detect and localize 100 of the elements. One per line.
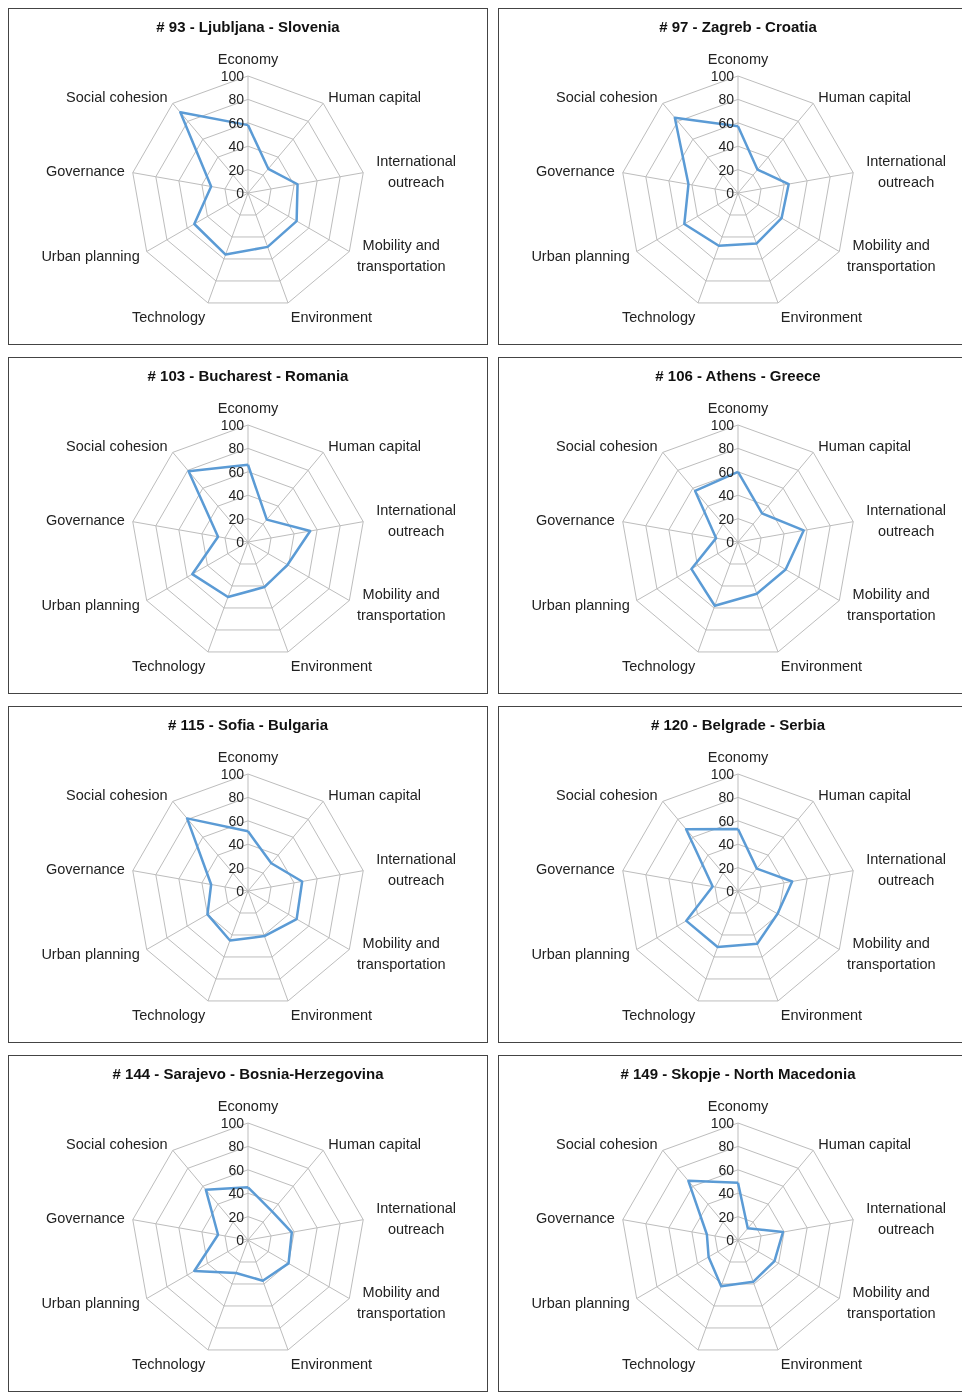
spoke-label: International outreach — [376, 850, 457, 888]
y-tick-label: 80 — [228, 1138, 245, 1155]
y-tick-label: 0 — [726, 1232, 735, 1248]
spoke-label: Governance — [535, 861, 615, 878]
y-tick-label: 80 — [718, 91, 735, 108]
spoke-label: Governance — [535, 163, 615, 180]
y-tick-label: 20 — [228, 161, 245, 178]
y-tick-label: 40 — [228, 138, 245, 155]
spoke-label: Human capital — [818, 438, 912, 455]
y-tick-label: 40 — [228, 1185, 245, 1202]
spoke-label: Human capital — [328, 438, 422, 455]
y-tick-label: 100 — [220, 68, 245, 84]
y-tick-label: 0 — [236, 1232, 245, 1248]
spoke-label: Human capital — [818, 1136, 912, 1153]
chart-title: # 149 - Skopje - North Macedonia — [620, 1065, 857, 1082]
y-tick-label: 80 — [228, 91, 245, 108]
spoke-label: Environment — [290, 658, 373, 675]
y-tick-label: 60 — [718, 1161, 735, 1178]
y-tick-label: 0 — [726, 185, 735, 201]
spoke-label: Environment — [290, 1007, 373, 1024]
spoke-label: Mobility and transportation — [356, 935, 446, 972]
y-tick-label: 40 — [718, 836, 735, 853]
chart-title: # 144 - Sarajevo - Bosnia-Herzegovina — [112, 1065, 385, 1082]
chart-title: # 115 - Sofia - Bulgaria — [167, 716, 329, 733]
chart-title: # 120 - Belgrade - Serbia — [650, 716, 826, 733]
spoke-label: Social cohesion — [66, 438, 168, 455]
y-tick-label: 40 — [718, 487, 735, 504]
spoke-label: Mobility and transportation — [356, 1284, 446, 1321]
y-tick-label: 100 — [710, 68, 735, 84]
spoke-label: Economy — [217, 400, 279, 416]
spoke-label: Environment — [780, 658, 863, 675]
spoke-label: Human capital — [328, 89, 422, 106]
spoke-label: Environment — [290, 1356, 373, 1373]
y-tick-label: 20 — [228, 510, 245, 527]
y-tick-label: 100 — [710, 1115, 735, 1131]
chart-title: # 103 - Bucharest - Romania — [147, 367, 350, 384]
y-tick-label: 40 — [718, 1185, 735, 1202]
y-tick-label: 60 — [228, 463, 245, 480]
chart-title: # 97 - Zagreb - Croatia — [659, 18, 818, 35]
spoke-label: Governance — [45, 861, 125, 878]
spoke-label: International outreach — [376, 1199, 457, 1237]
spoke-label: Governance — [45, 1210, 125, 1227]
y-tick-label: 60 — [228, 1161, 245, 1178]
spoke-label: Social cohesion — [556, 438, 658, 455]
spoke-label: Human capital — [818, 787, 912, 804]
y-tick-label: 100 — [710, 766, 735, 782]
spoke-label: Mobility and transportation — [356, 586, 446, 623]
y-tick-label: 100 — [710, 417, 735, 433]
spoke-label: Social cohesion — [556, 89, 658, 106]
spoke-label: Technology — [621, 1356, 696, 1373]
spoke-label: Urban planning — [41, 247, 140, 264]
spoke-label: International outreach — [376, 152, 457, 190]
spoke-label: Economy — [707, 51, 769, 67]
y-tick-label: 40 — [228, 487, 245, 504]
spoke-label: Technology — [131, 1356, 206, 1373]
spoke-label: Economy — [707, 400, 769, 416]
spoke-label: Governance — [45, 512, 125, 529]
spoke-label: Urban planning — [531, 945, 630, 962]
spoke-label: International outreach — [866, 501, 947, 539]
y-tick-label: 20 — [228, 1208, 245, 1225]
spoke-label: Environment — [780, 1356, 863, 1373]
y-tick-label: 80 — [718, 789, 735, 806]
spoke-label: Social cohesion — [556, 1136, 658, 1153]
spoke-label: Mobility and transportation — [846, 1284, 936, 1321]
spoke-label: Urban planning — [531, 247, 630, 264]
spoke-label: Mobility and transportation — [356, 237, 446, 274]
spoke-label: Mobility and transportation — [846, 586, 936, 623]
spoke-label: Governance — [535, 512, 615, 529]
y-tick-label: 20 — [718, 510, 735, 527]
spoke-label: Urban planning — [531, 1294, 630, 1311]
spoke-label: Environment — [780, 309, 863, 326]
spoke-label: Technology — [621, 1007, 696, 1024]
y-tick-label: 100 — [220, 417, 245, 433]
spoke-label: Environment — [290, 309, 373, 326]
spoke-label: Technology — [131, 1007, 206, 1024]
spoke-label: International outreach — [866, 1199, 947, 1237]
spoke-label: Social cohesion — [66, 787, 168, 804]
spoke-label: Social cohesion — [66, 1136, 168, 1153]
y-tick-label: 60 — [718, 463, 735, 480]
spoke-label: Social cohesion — [66, 89, 168, 106]
y-tick-label: 0 — [236, 534, 245, 550]
spoke-label: Economy — [707, 749, 769, 765]
chart-title: # 93 - Ljubljana - Slovenia — [156, 18, 341, 35]
spoke-label: Human capital — [818, 89, 912, 106]
spoke-label: Mobility and transportation — [846, 237, 936, 274]
chart-title: # 106 - Athens - Greece — [655, 367, 821, 384]
y-tick-label: 0 — [236, 185, 245, 201]
spoke-label: Mobility and transportation — [846, 935, 936, 972]
y-tick-label: 80 — [228, 789, 245, 806]
y-tick-label: 100 — [220, 1115, 245, 1131]
spoke-label: Technology — [621, 309, 696, 326]
spoke-label: Technology — [131, 658, 206, 675]
spoke-label: Environment — [780, 1007, 863, 1024]
spoke-label: Technology — [621, 658, 696, 675]
spoke-label: Governance — [45, 163, 125, 180]
y-tick-label: 20 — [718, 161, 735, 178]
y-tick-label: 0 — [726, 883, 735, 899]
y-tick-label: 20 — [718, 1208, 735, 1225]
y-tick-label: 80 — [718, 440, 735, 457]
y-tick-label: 80 — [228, 440, 245, 457]
